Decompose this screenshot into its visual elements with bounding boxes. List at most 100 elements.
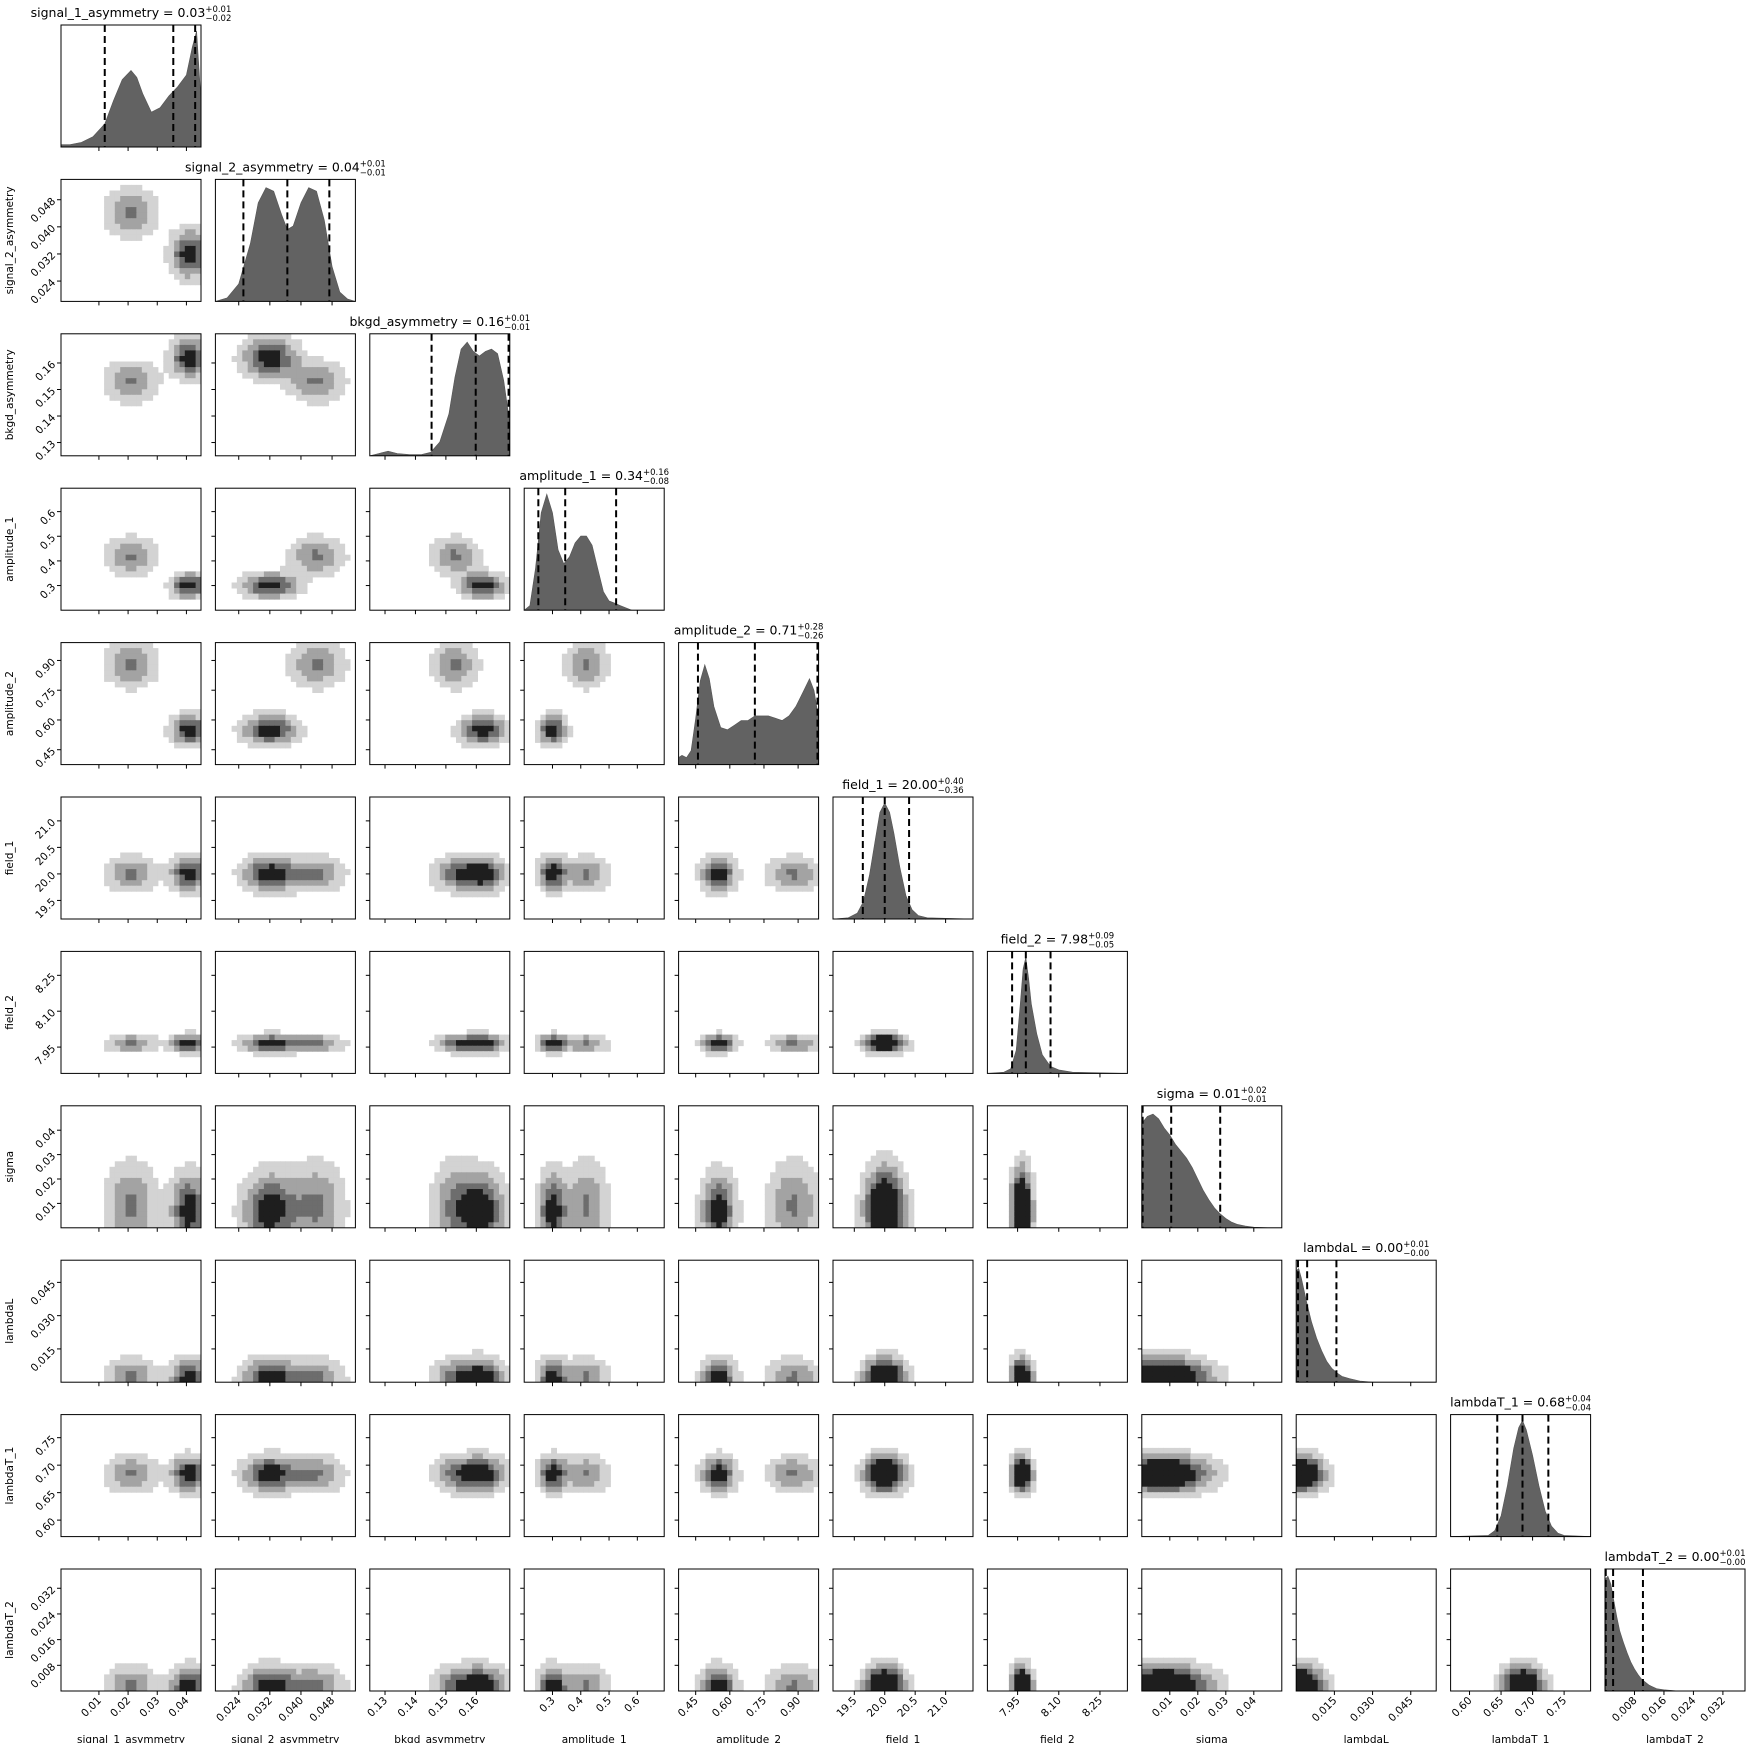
density-cell xyxy=(339,1205,346,1212)
density-cell xyxy=(274,1360,281,1366)
density-cell xyxy=(296,560,303,567)
density-cell xyxy=(258,1365,265,1372)
density-cell xyxy=(131,538,137,545)
density-cell xyxy=(439,1216,446,1223)
density-cell xyxy=(190,1365,197,1372)
density-cell xyxy=(797,1464,803,1471)
density-cell xyxy=(1163,1360,1170,1366)
density-cell xyxy=(434,538,441,545)
density-cell xyxy=(328,367,335,374)
density-cell xyxy=(504,1365,510,1372)
density-cell xyxy=(301,1481,308,1488)
density-cell xyxy=(114,648,121,655)
density-cell xyxy=(477,565,484,572)
density-cell xyxy=(125,560,132,567)
density-cell xyxy=(280,736,286,743)
density-cell xyxy=(328,1211,335,1218)
density-cell xyxy=(472,714,478,721)
density-cell xyxy=(721,863,728,870)
density-cell xyxy=(242,1360,249,1366)
density-cell xyxy=(461,736,468,743)
density-cell xyxy=(1019,1360,1026,1366)
density-cell xyxy=(312,554,319,561)
density-cell xyxy=(775,1360,782,1366)
density-cell xyxy=(482,593,489,600)
density-cell xyxy=(179,1492,186,1499)
density-cell xyxy=(114,664,121,671)
density-cell xyxy=(120,1464,127,1471)
density-cell xyxy=(120,389,127,396)
density-cell xyxy=(247,720,254,727)
density-cell xyxy=(881,1205,888,1212)
density-cell xyxy=(477,880,484,887)
density-cell xyxy=(535,1034,541,1041)
density-cell xyxy=(301,1200,308,1207)
density-cell xyxy=(231,1376,238,1383)
density-cell xyxy=(131,201,137,208)
density-cell xyxy=(466,1481,473,1488)
density-cell xyxy=(881,1045,888,1052)
density-cell xyxy=(242,1045,249,1052)
density-cell xyxy=(258,356,265,362)
density-cell xyxy=(136,1200,143,1207)
density-cell xyxy=(499,1360,505,1366)
density-cell xyxy=(339,1481,346,1488)
density-cell xyxy=(780,1166,787,1173)
density-cell xyxy=(594,1470,601,1477)
density-cell xyxy=(163,869,170,876)
density-cell xyxy=(306,1211,313,1218)
density-cell xyxy=(168,1371,175,1378)
density-cell xyxy=(296,858,303,864)
density-cell xyxy=(258,885,265,892)
density-cell xyxy=(242,1376,249,1383)
density-cell xyxy=(306,1155,313,1162)
density-cell xyxy=(195,1453,201,1460)
density-cell xyxy=(786,858,793,864)
density-cell xyxy=(157,1194,164,1201)
density-cell xyxy=(1184,1376,1191,1383)
density-cell xyxy=(859,1205,866,1212)
density-cell xyxy=(312,648,319,655)
density-cell xyxy=(114,1045,121,1052)
density-cell xyxy=(876,1051,882,1058)
density-cell xyxy=(147,367,154,374)
density-cell xyxy=(572,1453,579,1460)
density-cell xyxy=(716,1040,723,1047)
density-cell xyxy=(561,1034,568,1041)
density-cell xyxy=(236,863,243,870)
density-cell xyxy=(290,1183,297,1190)
density-cell xyxy=(168,245,175,252)
density-cell xyxy=(775,1459,782,1465)
density-cell xyxy=(333,372,340,379)
density-cell xyxy=(306,367,313,374)
density-cell xyxy=(152,1194,159,1201)
density-cell xyxy=(306,675,313,682)
density-cell xyxy=(242,731,249,738)
density-cell xyxy=(174,725,180,732)
density-cell xyxy=(263,1486,270,1493)
density-cell xyxy=(561,1354,568,1361)
density-cell xyxy=(147,383,154,390)
density-cell xyxy=(114,869,121,876)
density-cell xyxy=(253,885,259,892)
density-cell xyxy=(791,1172,798,1179)
density-cell xyxy=(242,356,249,362)
density-cell xyxy=(114,1371,121,1378)
density-cell xyxy=(439,1459,446,1465)
density-cell xyxy=(504,869,510,876)
panel-frame xyxy=(214,950,356,1074)
density-cell xyxy=(125,1155,132,1162)
density-cell xyxy=(488,571,495,578)
density-cell xyxy=(263,731,270,738)
density-cell xyxy=(328,389,335,396)
density-cell xyxy=(109,1166,116,1173)
density-cell xyxy=(1019,1155,1026,1162)
density-cell xyxy=(131,554,137,561)
density-cell xyxy=(296,538,303,545)
density-cell xyxy=(131,659,137,666)
density-cell xyxy=(333,1172,340,1179)
density-cell xyxy=(461,1481,468,1488)
density-cell xyxy=(540,852,547,859)
density-cell xyxy=(306,1216,313,1223)
density-cell xyxy=(434,1475,441,1482)
